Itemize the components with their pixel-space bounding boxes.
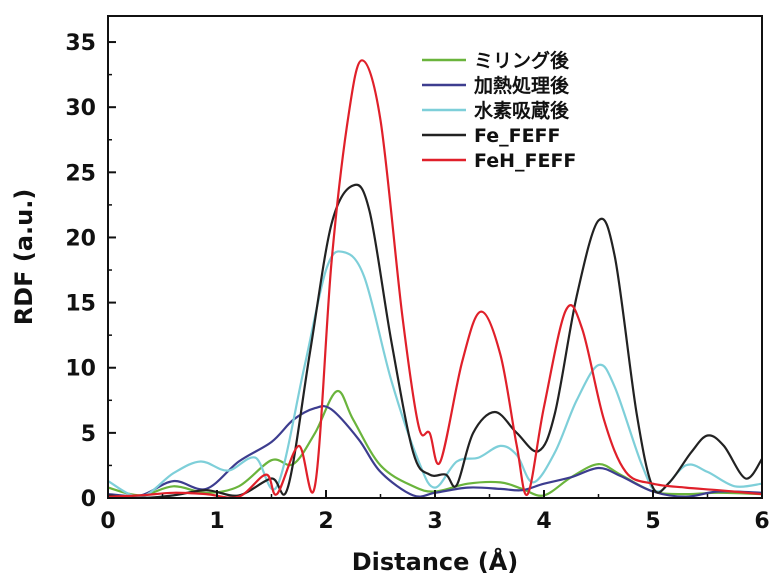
- series-layer: [108, 59, 762, 498]
- y-tick-label: 20: [65, 226, 96, 251]
- x-tick-label: 5: [645, 509, 660, 534]
- x-tick-label: 1: [209, 509, 224, 534]
- y-tick-label: 15: [65, 292, 96, 317]
- x-tick-label: 4: [536, 509, 551, 534]
- y-tick-label: 10: [65, 357, 96, 382]
- x-tick-label: 3: [427, 509, 442, 534]
- plot-frame: [107, 15, 763, 499]
- axis-ticks: 0 1 2 3 4 5 6 0 5 10 15 20 25 30 35: [65, 31, 769, 534]
- y-axis-title: RDF (a.u.): [10, 189, 38, 326]
- y-tick-label: 0: [81, 487, 96, 512]
- x-tick-label: 6: [754, 509, 769, 534]
- legend-label-3: 水素吸蔵後: [474, 99, 570, 122]
- x-tick-label: 0: [100, 509, 115, 534]
- series-line-3: [108, 250, 762, 498]
- y-tick-label: 35: [65, 31, 96, 56]
- legend-label-5: FeH_FEFF: [474, 150, 576, 172]
- series-line-4: [108, 183, 762, 498]
- series-line-1: [108, 390, 762, 497]
- x-tick-label: 2: [318, 509, 333, 534]
- legend-label-2: 加熱処理後: [473, 74, 570, 97]
- series-line-2: [108, 405, 762, 498]
- x-axis-title: Distance (Å): [352, 547, 519, 576]
- y-tick-label: 25: [65, 161, 96, 186]
- y-tick-label: 30: [65, 96, 96, 121]
- series-line-5: [108, 59, 762, 498]
- legend-label-1: ミリング後: [474, 49, 570, 72]
- y-tick-label: 5: [81, 422, 96, 447]
- legend-label-4: Fe_FEFF: [474, 125, 561, 147]
